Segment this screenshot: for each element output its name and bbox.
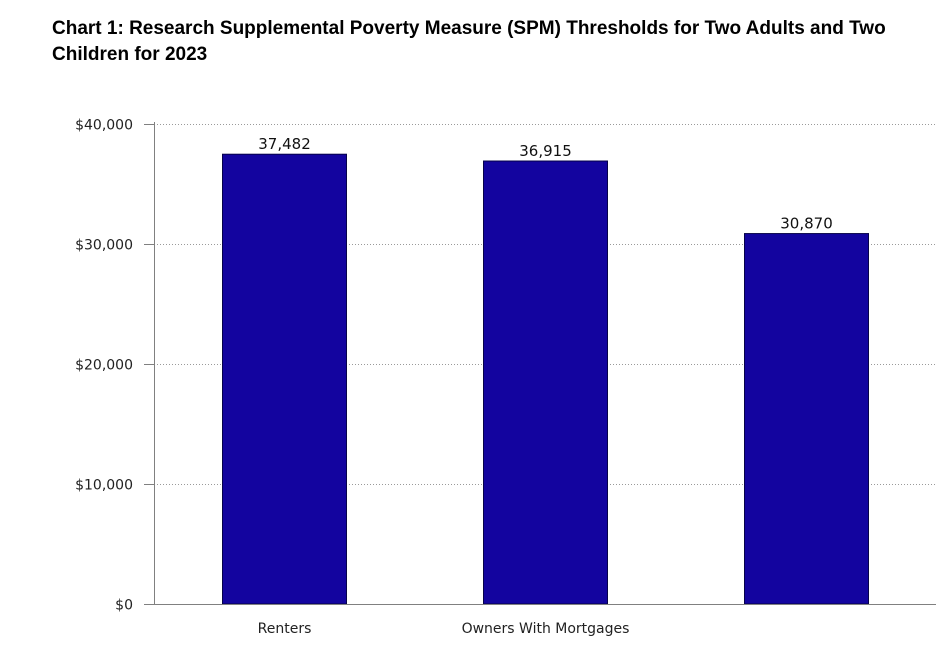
y-tick-label: $30,000	[75, 238, 133, 254]
bar	[744, 233, 869, 605]
y-tick-label: $0	[115, 598, 133, 614]
bars	[222, 153, 869, 605]
x-tick-label: Renters	[258, 621, 312, 637]
data-label: 36,915	[519, 142, 572, 160]
y-axis-ticks: $0 $10,000 $20,000 $30,000 $40,000	[75, 118, 154, 614]
data-label: 30,870	[780, 215, 833, 233]
bar	[483, 160, 608, 605]
labels: 37,482 Renters 36,915 Owners With Mortgages…	[258, 135, 833, 637]
y-tick-label: $20,000	[75, 358, 133, 374]
data-label: 37,482	[258, 135, 311, 153]
chart-title: Chart 1: Research Supplemental Poverty M…	[52, 18, 886, 65]
y-tick-label: $40,000	[75, 118, 133, 134]
x-tick-label: Owners With Mortgages	[462, 621, 630, 637]
bar	[222, 153, 347, 605]
y-tick-label: $10,000	[75, 478, 133, 494]
